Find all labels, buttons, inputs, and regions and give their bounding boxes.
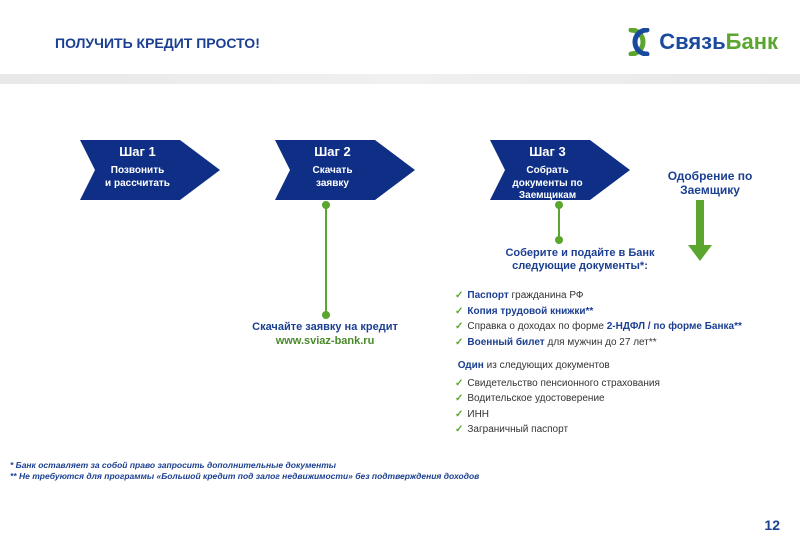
connector-step2-dot-1	[322, 311, 330, 319]
doc-required-0: Паспорт гражданина РФ	[455, 288, 755, 304]
step-label-2: Шаг 2 Скачатьзаявку	[275, 130, 390, 190]
footnote-0: * Банк оставляет за собой право запросит…	[10, 460, 479, 471]
logo-sviaz: Связь	[659, 29, 725, 54]
step-arrow-1: Шаг 1 Позвонитьи рассчитать	[80, 130, 220, 210]
logo-bank: Банк	[726, 29, 778, 54]
connector-step3-dot-0	[555, 201, 563, 209]
footnotes: * Банк оставляет за собой право запросит…	[10, 460, 479, 483]
approval-arrow-icon	[685, 200, 715, 263]
docs-title: Соберите и подайте в Банк следующие доку…	[490, 247, 670, 273]
logo-text: СвязьБанк	[659, 29, 778, 55]
step-action-1: Позвонитьи рассчитать	[80, 165, 195, 190]
doc-oneof-1: Водительское удостоверение	[455, 391, 755, 407]
connector-step3	[558, 205, 560, 240]
step-num-2: Шаг 2	[275, 144, 390, 159]
step-action-3: Собратьдокументы поЗаемщикам	[490, 165, 605, 203]
doc-required-1: Копия трудовой книжки**	[455, 304, 755, 320]
connector-step3-dot-1	[555, 236, 563, 244]
doc-oneof-0: Свидетельство пенсионного страхования	[455, 376, 755, 392]
connector-step2	[325, 205, 327, 315]
doc-oneof-2: ИНН	[455, 407, 755, 423]
page-title: ПОЛУЧИТЬ КРЕДИТ ПРОСТО!	[55, 35, 260, 51]
docs-list: Паспорт гражданина РФКопия трудовой книж…	[455, 288, 755, 438]
step-label-3: Шаг 3 Собратьдокументы поЗаемщикам	[490, 130, 605, 203]
logo: СвязьБанк	[625, 28, 778, 56]
doc-oneof-3: Заграничный паспорт	[455, 422, 755, 438]
doc-required-3: Военный билет для мужчин до 27 лет**	[455, 335, 755, 351]
step-arrow-2: Шаг 2 Скачатьзаявку	[275, 130, 415, 210]
download-block: Скачайте заявку на кредит www.sviaz-bank…	[230, 320, 420, 349]
doc-required-2: Справка о доходах по форме 2-НДФЛ / по ф…	[455, 319, 755, 335]
step-num-3: Шаг 3	[490, 144, 605, 159]
step-action-2: Скачатьзаявку	[275, 165, 390, 190]
doc-one-of-label: Один из следующих документов	[455, 358, 755, 374]
step-arrow-3: Шаг 3 Собратьдокументы поЗаемщикам	[490, 130, 630, 210]
download-text: Скачайте заявку на кредит	[252, 321, 398, 333]
logo-icon	[625, 28, 653, 56]
download-url: www.sviaz-bank.ru	[276, 335, 375, 347]
divider	[0, 74, 800, 84]
connector-step2-dot-0	[322, 201, 330, 209]
approval-label: Одобрение по Заемщику	[650, 170, 770, 198]
footnote-1: ** Не требуются для программы «Большой к…	[10, 471, 479, 482]
step-label-1: Шаг 1 Позвонитьи рассчитать	[80, 130, 195, 190]
page-number: 12	[764, 517, 780, 533]
step-num-1: Шаг 1	[80, 144, 195, 159]
